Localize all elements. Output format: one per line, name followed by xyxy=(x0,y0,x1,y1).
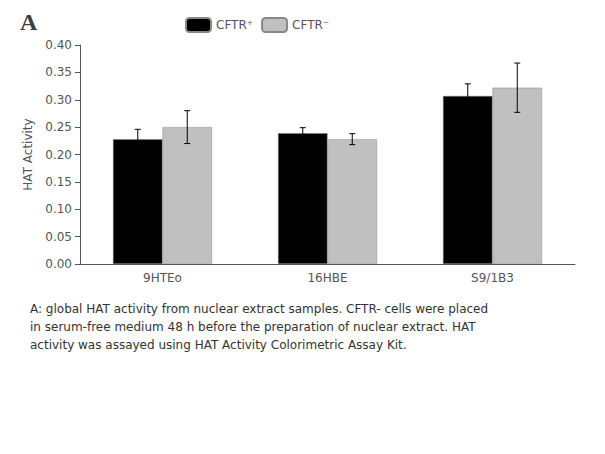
svg-text:0.10: 0.10 xyxy=(45,202,72,216)
svg-text:A: A xyxy=(20,9,38,35)
svg-text:0.40: 0.40 xyxy=(45,38,72,52)
svg-text:0.15: 0.15 xyxy=(45,175,72,189)
svg-text:CFTR⁺: CFTR⁺ xyxy=(216,18,253,32)
svg-text:0.20: 0.20 xyxy=(45,148,72,162)
svg-text:A: global HAT activity from nu: A: global HAT activity from nuclear extr… xyxy=(30,302,488,316)
svg-text:0.30: 0.30 xyxy=(45,93,72,107)
svg-text:0.05: 0.05 xyxy=(45,230,72,244)
svg-text:0.00: 0.00 xyxy=(45,257,72,271)
svg-text:16HBE: 16HBE xyxy=(307,271,347,285)
svg-text:in serum-free medium 48 h befo: in serum-free medium 48 h before the pre… xyxy=(30,320,476,334)
svg-text:9HTEo: 9HTEo xyxy=(143,271,182,285)
svg-text:0.25: 0.25 xyxy=(45,120,72,134)
svg-text:HAT Activity: HAT Activity xyxy=(21,118,35,190)
svg-text:activity was assayed using HAT: activity was assayed using HAT Activity … xyxy=(30,338,407,352)
svg-text:S9/1B3: S9/1B3 xyxy=(471,271,514,285)
svg-text:0.35: 0.35 xyxy=(45,65,72,79)
svg-text:CFTR⁻: CFTR⁻ xyxy=(292,18,329,32)
